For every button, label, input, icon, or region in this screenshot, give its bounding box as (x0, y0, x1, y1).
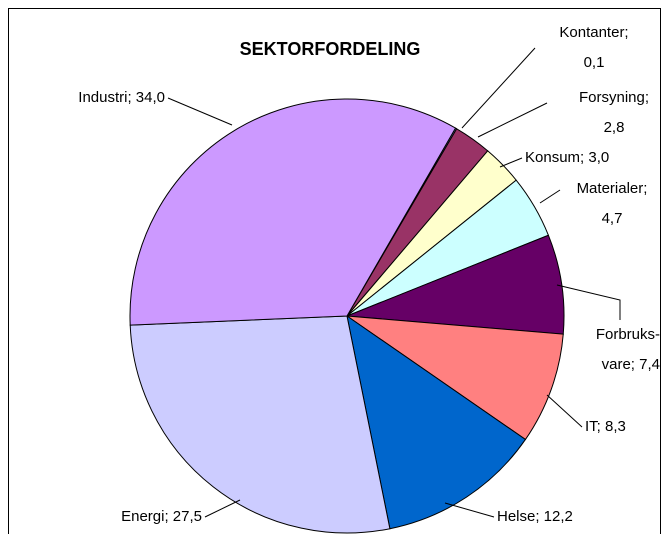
pie-slice (129, 98, 457, 326)
leader-line (539, 189, 561, 204)
data-label: Industri; 34,0 (78, 89, 165, 106)
pie-slice (346, 314, 527, 530)
leader-line (461, 47, 536, 129)
data-label: Konsum; 3,0 (525, 149, 609, 166)
pie-slice (129, 315, 391, 534)
leader-line (499, 157, 523, 168)
data-label: Helse; 12,2 (497, 508, 573, 525)
leader-line (204, 499, 241, 518)
leader-line (167, 97, 233, 126)
data-label: IT; 8,3 (585, 418, 626, 435)
chart-title: SEKTORFORDELING (240, 39, 421, 59)
leader-line (444, 502, 495, 518)
data-label: Forsyning; 2,8 (579, 89, 649, 136)
pie-slice (346, 234, 565, 335)
data-label: Kontanter; 0,1 (559, 24, 628, 71)
data-label: Materialer; 4,7 (577, 180, 648, 227)
data-label: Forbruks-vare; 7,4 (596, 326, 660, 373)
data-label: Energi; 27,5 (121, 508, 202, 525)
pie-slice (345, 315, 564, 441)
leader-line (556, 284, 621, 320)
leader-line (546, 394, 583, 428)
leader-line (477, 102, 548, 138)
